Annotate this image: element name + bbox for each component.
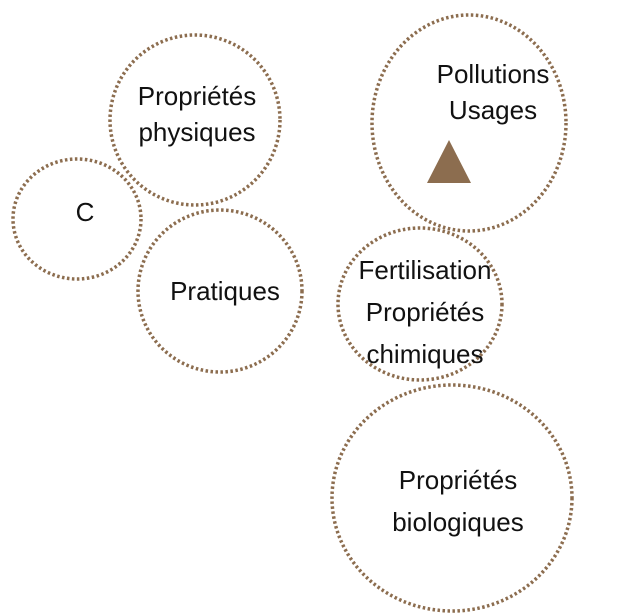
triangle-icon xyxy=(427,140,471,183)
node-label: Pollutions xyxy=(437,59,550,89)
node-label: Propriétés xyxy=(366,297,485,327)
node-label: biologiques xyxy=(392,507,524,537)
node-label: Pratiques xyxy=(170,276,280,306)
node-circle xyxy=(330,383,574,613)
node-label: Propriétés xyxy=(399,465,518,495)
node-label: Usages xyxy=(449,95,537,125)
labels: Propriétés physiques C Pratiques Pollutions U… xyxy=(76,59,550,537)
node-label: chimiques xyxy=(366,339,483,369)
node-label: physiques xyxy=(138,117,255,147)
node-circle xyxy=(136,208,304,374)
node-label: Propriétés xyxy=(138,81,257,111)
node-circle xyxy=(370,13,568,233)
node-circle xyxy=(108,33,282,207)
node-circle xyxy=(336,226,504,382)
node-circle xyxy=(11,157,143,281)
node-label: C xyxy=(76,197,95,227)
node-label: Fertilisation xyxy=(359,255,492,285)
